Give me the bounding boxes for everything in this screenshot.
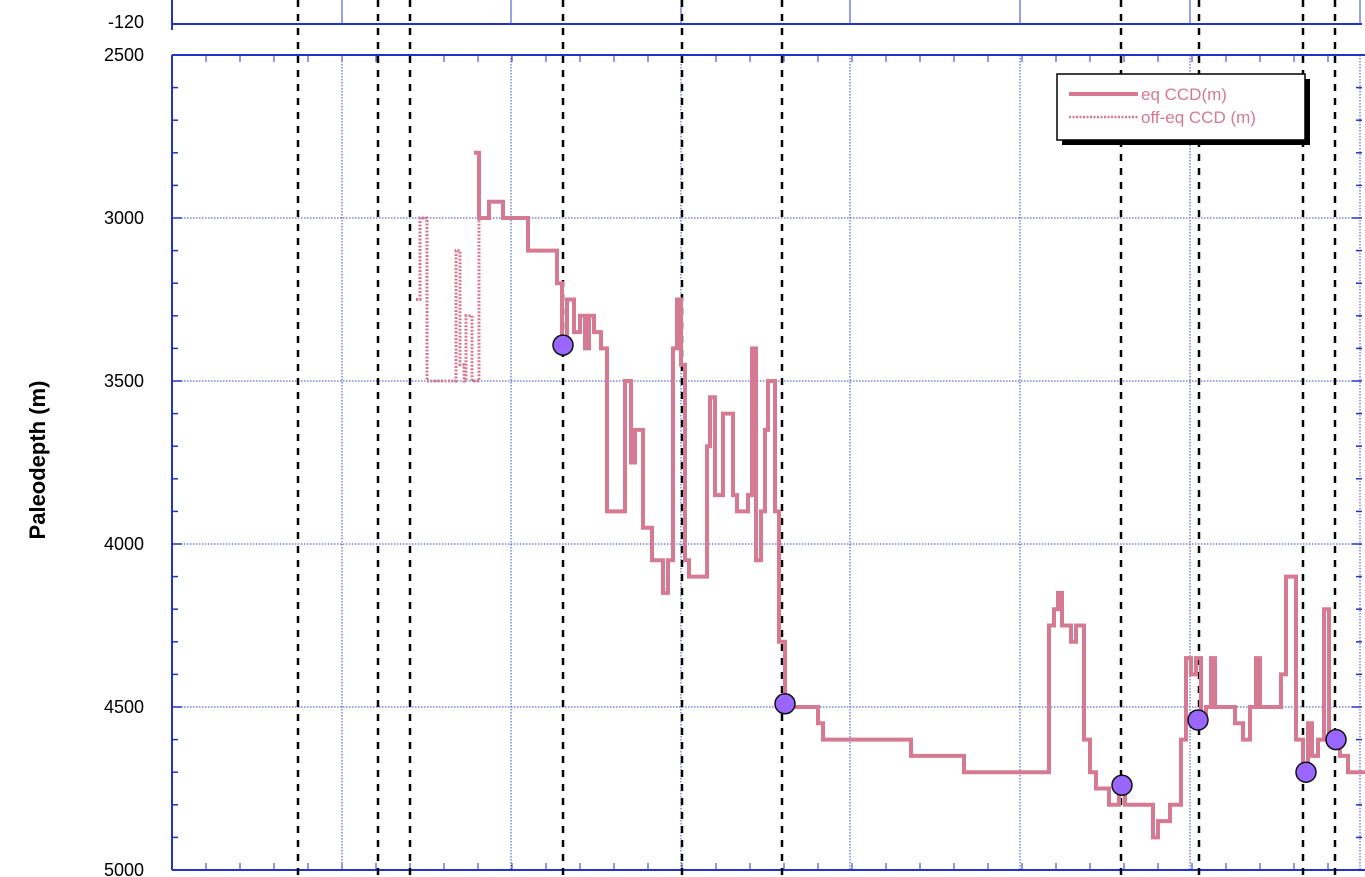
legend-label: eq CCD(m) [1141, 85, 1227, 104]
top-panel: -120 [108, 0, 1362, 32]
legend-box [1056, 73, 1306, 141]
data-marker [1187, 709, 1209, 731]
plot-frame [171, 54, 1365, 871]
y-tick-label: 2500 [104, 45, 144, 65]
top-panel-tick-label: -120 [108, 12, 144, 32]
series-off-eq-ccd [416, 216, 481, 383]
y-tick-label: 4500 [104, 697, 144, 717]
y-tick-label: 5000 [104, 860, 144, 877]
y-tick-label: 3000 [104, 208, 144, 228]
y-tick-label: 4000 [104, 534, 144, 554]
marker-layer [552, 334, 1347, 796]
y-axis-title: Paleodepth (m) [25, 381, 50, 540]
legend: eq CCD(m) off-eq CCD (m) [1056, 73, 1310, 145]
y-tick-label: 3500 [104, 371, 144, 391]
data-marker [552, 334, 574, 356]
series-eq-ccd [474, 150, 1365, 840]
y-axis: 2500 3000 3500 4000 4500 5000 [104, 45, 1362, 877]
series-layer [416, 150, 1365, 840]
data-marker [1325, 728, 1347, 751]
data-marker [1111, 774, 1133, 796]
data-marker [774, 692, 796, 715]
legend-label: off-eq CCD (m) [1141, 108, 1256, 127]
event-lines [296, 0, 1337, 877]
data-marker [1295, 761, 1317, 783]
